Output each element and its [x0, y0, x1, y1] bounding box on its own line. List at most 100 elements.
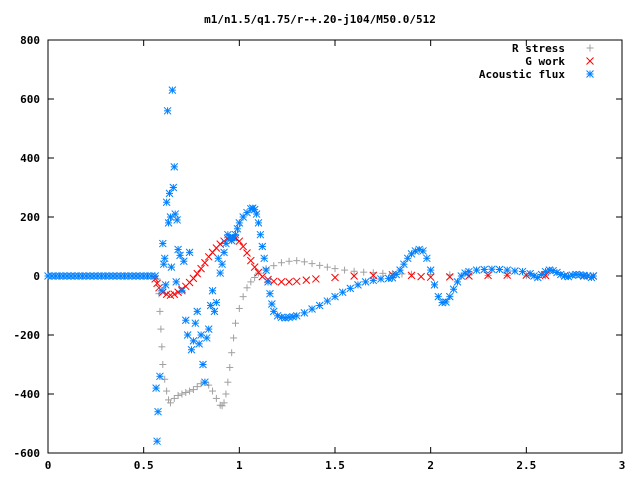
axis-ticks: 0 0.5 1 1.5 2 2.5 3 -600 -400 -200 0 200 400 600 800 — [14, 34, 626, 472]
data-point — [346, 284, 355, 293]
data-point — [354, 280, 362, 289]
data-point — [350, 267, 358, 275]
data-point — [235, 304, 243, 312]
data-point — [162, 198, 171, 207]
legend-marker — [586, 44, 594, 52]
data-point — [488, 265, 496, 274]
data-point — [537, 270, 546, 279]
data-point — [518, 267, 527, 276]
data-point — [235, 237, 244, 246]
data-point — [341, 266, 349, 274]
data-point — [168, 86, 177, 95]
data-point — [74, 272, 83, 280]
data-point — [312, 275, 320, 283]
data-point — [153, 279, 161, 288]
data-point — [262, 266, 270, 274]
data-point — [181, 316, 190, 325]
data-point — [191, 319, 200, 328]
data-point — [270, 262, 278, 270]
data-point — [252, 210, 261, 218]
data-point — [254, 219, 263, 227]
data-point — [465, 267, 473, 276]
data-point — [377, 275, 385, 283]
data-point — [171, 210, 180, 218]
data-point — [256, 230, 265, 239]
data-point — [193, 269, 202, 278]
data-point — [331, 265, 339, 273]
series-2 — [44, 86, 598, 446]
data-point — [315, 301, 324, 310]
data-point — [239, 293, 247, 301]
x-tick-label: 2.5 — [516, 459, 536, 472]
data-point — [292, 311, 301, 320]
data-point — [222, 239, 230, 248]
data-point — [166, 213, 175, 221]
data-point — [167, 263, 176, 272]
y-tick-label: -400 — [14, 388, 41, 401]
data-point — [153, 437, 161, 446]
data-point — [251, 273, 259, 281]
data-point — [185, 248, 194, 257]
data-point — [503, 266, 512, 274]
y-tick-label: -200 — [14, 329, 41, 342]
data-point — [158, 239, 167, 248]
data-point — [426, 266, 435, 274]
data-point — [173, 216, 182, 224]
data-point — [193, 383, 201, 391]
data-point — [308, 260, 316, 268]
data-point — [235, 219, 244, 227]
data-point — [174, 391, 182, 399]
legend-label: G work — [525, 55, 565, 68]
data-point — [176, 251, 184, 260]
x-tick-label: 3 — [619, 459, 626, 472]
data-point — [224, 378, 232, 386]
y-tick-label: 200 — [20, 211, 40, 224]
data-point — [152, 384, 160, 392]
data-point — [220, 399, 228, 407]
plot-frame — [47, 39, 623, 454]
legend-label: R stress — [512, 42, 565, 55]
data-point — [258, 242, 267, 251]
legend-label: Acoustic flux — [479, 68, 565, 81]
data-point — [212, 394, 220, 402]
data-point — [189, 274, 198, 283]
data-point — [182, 389, 190, 397]
data-point — [480, 265, 489, 274]
y-tick-label: 600 — [20, 93, 40, 106]
data-point — [210, 307, 219, 316]
data-point — [247, 278, 255, 286]
data-point — [430, 280, 439, 289]
data-point — [260, 254, 269, 263]
data-point — [442, 298, 450, 306]
data-point — [589, 272, 598, 280]
data-point — [360, 268, 368, 276]
data-point — [293, 257, 301, 265]
data-point — [233, 224, 242, 233]
data-point — [239, 213, 248, 221]
data-point — [197, 264, 205, 273]
data-point — [396, 266, 404, 274]
data-point — [169, 183, 178, 192]
data-point — [264, 278, 272, 286]
data-point — [250, 263, 259, 272]
data-point — [246, 256, 255, 265]
data-point — [277, 278, 286, 286]
data-point — [400, 260, 408, 269]
data-point — [331, 273, 339, 282]
data-point — [422, 254, 431, 263]
data-point — [160, 254, 169, 263]
data-point — [216, 269, 225, 277]
data-point — [232, 319, 240, 327]
data-point — [338, 288, 347, 297]
data-point — [161, 280, 170, 289]
data-point — [201, 258, 209, 267]
data-point — [78, 272, 87, 280]
data-point — [510, 267, 519, 275]
data-point — [568, 271, 577, 279]
data-point — [204, 325, 213, 333]
data-point — [157, 286, 166, 295]
data-point — [243, 284, 251, 292]
data-point — [159, 361, 167, 368]
